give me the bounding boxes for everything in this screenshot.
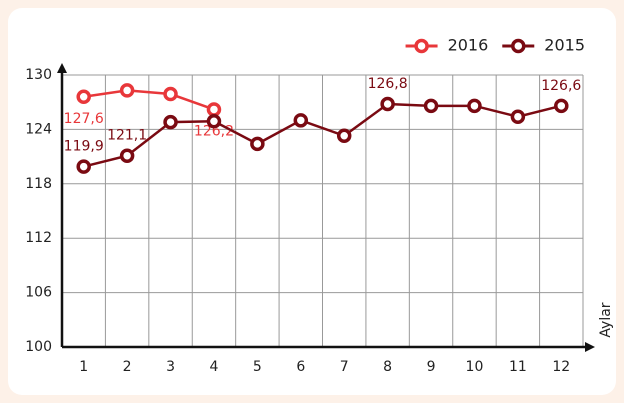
point xyxy=(554,98,569,114)
x-tick-label: 7 xyxy=(340,359,349,375)
y-tick-label: 118 xyxy=(25,176,52,192)
x-tick-label: 3 xyxy=(166,359,175,375)
series-line xyxy=(83,102,562,168)
point xyxy=(76,89,91,105)
point xyxy=(163,114,178,130)
x-tick-label: 2 xyxy=(123,359,132,375)
legend-marker xyxy=(511,38,526,54)
x-tick-label: 9 xyxy=(427,359,436,375)
x-tick-label: 4 xyxy=(209,359,218,375)
point xyxy=(336,128,352,143)
x-tick-label: 6 xyxy=(296,359,305,375)
legend-label: 2016 xyxy=(448,36,489,55)
point xyxy=(510,109,526,124)
x-tick-label: 10 xyxy=(466,359,484,375)
y-tick-label: 112 xyxy=(25,230,52,246)
point xyxy=(250,136,265,152)
x-axis-arrow xyxy=(585,342,595,352)
data-label: 119,9 xyxy=(64,139,104,155)
point xyxy=(380,96,395,112)
legend-label: 2015 xyxy=(544,36,585,55)
x-tick-label: 5 xyxy=(253,359,262,375)
y-tick-label: 124 xyxy=(25,121,52,137)
x-tick-label: 12 xyxy=(552,359,570,375)
y-tick-label: 106 xyxy=(25,285,52,301)
x-tick-label: 1 xyxy=(79,359,88,375)
panel xyxy=(8,8,616,395)
data-label: 126,6 xyxy=(541,78,581,94)
point xyxy=(119,148,135,163)
x-axis-label: Aylar xyxy=(598,302,614,337)
point xyxy=(423,98,439,114)
y-tick-label: 130 xyxy=(25,67,52,83)
point xyxy=(467,98,482,114)
data-label: 126,8 xyxy=(368,76,408,92)
legend-marker xyxy=(414,38,429,54)
y-tick-label: 100 xyxy=(25,339,52,355)
point xyxy=(119,83,135,98)
data-label: 127,6 xyxy=(64,111,104,127)
x-tick-label: 11 xyxy=(509,359,527,375)
point xyxy=(76,159,91,174)
x-tick-label: 8 xyxy=(383,359,392,375)
point xyxy=(206,102,222,117)
series-line xyxy=(83,89,215,111)
point xyxy=(206,113,222,129)
y-axis-arrow xyxy=(57,63,67,73)
point xyxy=(293,113,309,128)
point xyxy=(163,86,178,102)
data-label: 121,1 xyxy=(107,128,147,144)
